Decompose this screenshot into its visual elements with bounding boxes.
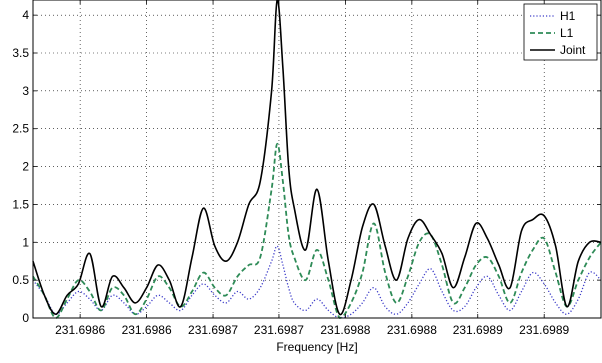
- y-tick-label: 3: [22, 84, 29, 98]
- legend: H1 L1 Joint: [523, 3, 598, 61]
- plot-frame: [32, 0, 602, 319]
- y-tick-label: 2: [22, 160, 29, 174]
- x-tick-label: 231.6987: [188, 323, 238, 337]
- plot-background: [33, 0, 601, 318]
- x-tick-label: 231.6989: [519, 323, 569, 337]
- x-tick-label: 231.6986: [55, 323, 105, 337]
- series-line-l1: [32, 142, 602, 319]
- legend-label-l1: L1: [560, 26, 574, 40]
- x-tick-label: 231.6989: [453, 323, 503, 337]
- x-tick-label: 231.6988: [320, 323, 370, 337]
- y-tick-label: 0: [22, 311, 29, 325]
- tick-marks: [33, 0, 601, 319]
- series-layer: [32, 0, 602, 319]
- x-tick-label: 231.6986: [122, 323, 172, 337]
- series-line-joint: [32, 0, 602, 316]
- y-tick-label: 3.5: [12, 46, 29, 60]
- legend-label-h1: H1: [560, 9, 576, 23]
- x-tick-label: 231.6987: [254, 323, 304, 337]
- x-tick-label: 231.6988: [387, 323, 437, 337]
- x-axis-label: Frequency [Hz]: [276, 340, 357, 354]
- y-tick-label: 0.5: [12, 273, 29, 287]
- y-tick-label: 4: [22, 8, 29, 22]
- y-tick-label: 2.5: [12, 122, 29, 136]
- grid: [33, 0, 601, 318]
- y-tick-label: 1: [22, 235, 29, 249]
- x-tick-labels: 231.6986 231.6986 231.6987 231.6987 231.6988…: [55, 323, 569, 337]
- legend-label-joint: Joint: [560, 43, 586, 57]
- y-tick-labels: 0 0.5 1 1.5 2 2.5 3 3.5 4: [12, 8, 29, 325]
- y-tick-label: 1.5: [12, 197, 29, 211]
